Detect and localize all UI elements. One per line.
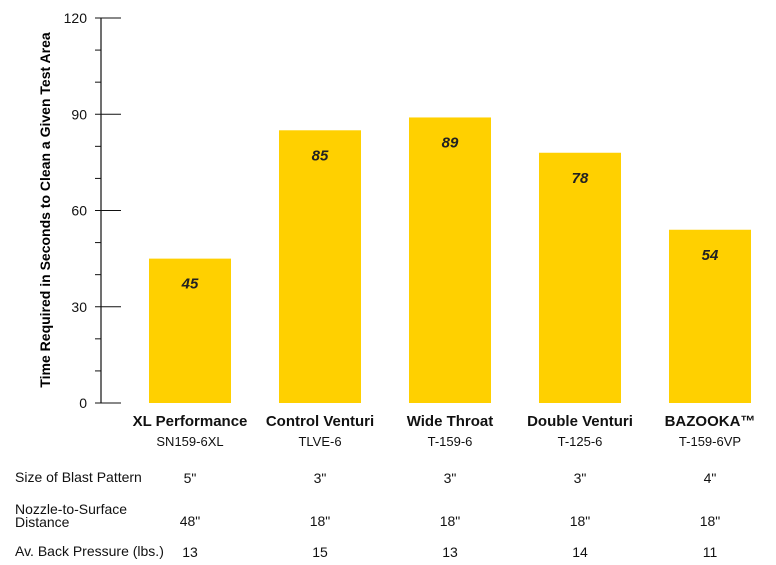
table-cell: 3": [443, 470, 457, 486]
table-cell: 13: [182, 544, 198, 560]
table-cell: 18": [439, 513, 461, 529]
bar: [409, 117, 491, 403]
row-label: Av. Back Pressure (lbs.): [15, 543, 164, 559]
category-code: SN159-6XL: [156, 434, 223, 449]
row-label-line: Distance: [15, 514, 70, 530]
table-cell: 4": [703, 470, 717, 486]
table-cell: 5": [183, 470, 197, 486]
y-axis-title: Time Required in Seconds to Clean a Give…: [37, 32, 53, 387]
data-label: 89: [442, 134, 459, 151]
table-cell: 48": [179, 513, 201, 529]
y-tick-label: 90: [71, 106, 87, 122]
table-cell: 18": [699, 513, 721, 529]
category-name: Control Venturi: [266, 413, 374, 430]
table-cell: 18": [569, 513, 591, 529]
y-tick-label: 30: [71, 299, 87, 315]
specs-table: Size of Blast Pattern 5" 3" 3" 3" 4" Nozzle-to…: [0, 460, 776, 565]
bars: 45 85 89 78 54: [149, 117, 751, 403]
category-code: T-125-6: [558, 434, 603, 449]
category-code: T-159-6: [428, 434, 473, 449]
data-label: 85: [312, 147, 329, 164]
table-cell: 3": [573, 470, 587, 486]
bar-chart: Time Required in Seconds to Clean a Give…: [37, 10, 756, 449]
y-tick-label: 60: [71, 203, 87, 219]
bar: [279, 130, 361, 403]
category-code: T-159-6VP: [679, 434, 741, 449]
category-name: Double Venturi: [527, 413, 633, 430]
data-label: 54: [702, 247, 719, 264]
category-name: XL Performance: [133, 413, 248, 430]
y-axis: 0 30 60 90 120: [64, 10, 121, 411]
data-label: 78: [572, 170, 589, 187]
bar: [149, 258, 231, 403]
table-cell: 13: [442, 544, 458, 560]
bar: [669, 229, 751, 403]
data-label: 45: [181, 276, 199, 293]
row-label: Size of Blast Pattern: [15, 469, 142, 485]
table-cell: 11: [702, 544, 718, 560]
bar: [539, 152, 621, 403]
row-label: Nozzle-to-Surface Distance: [15, 501, 128, 530]
table-cell: 18": [309, 513, 331, 529]
table-cell: 3": [313, 470, 327, 486]
table-cell: 14: [572, 544, 588, 560]
row-label-line: Nozzle-to-Surface: [15, 501, 128, 517]
category-code: TLVE-6: [298, 434, 341, 449]
category-labels: XL Performance SN159-6XL Control Venturi TL…: [133, 413, 756, 449]
y-tick-label: 120: [64, 10, 88, 26]
category-name: BAZOOKA™: [665, 413, 756, 430]
y-tick-label: 0: [79, 395, 87, 411]
table-cell: 15: [312, 544, 328, 560]
category-name: Wide Throat: [407, 413, 494, 430]
